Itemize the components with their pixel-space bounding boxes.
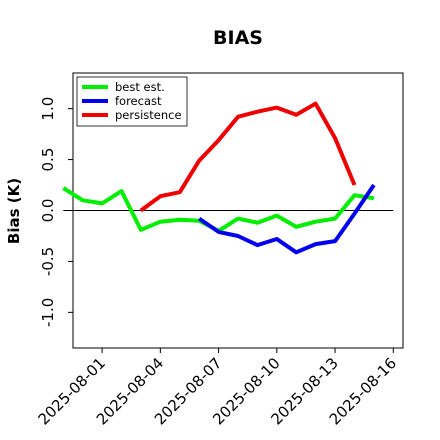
x-axis: 2025-08-012025-08-042025-08-072025-08-10… bbox=[35, 348, 400, 428]
series-line-persistence bbox=[139, 101, 357, 213]
y-tick-label: -0.5 bbox=[39, 247, 57, 276]
y-tick-label: 0.0 bbox=[39, 199, 57, 223]
y-tick-label: 0.5 bbox=[39, 148, 57, 172]
legend-label-forecast: forecast bbox=[115, 94, 162, 108]
series-line-forecast bbox=[198, 183, 376, 255]
y-tick-label: 1.0 bbox=[39, 97, 57, 121]
chart-title: BIAS bbox=[213, 27, 263, 49]
series-layer bbox=[62, 101, 376, 255]
y-axis-label: Bias (K) bbox=[5, 178, 23, 244]
legend-label-best-est: best est. bbox=[115, 80, 165, 94]
y-tick-label: -1.0 bbox=[39, 298, 57, 327]
y-axis: -1.0 -0.5 0.0 0.5 1.0 bbox=[39, 97, 73, 327]
legend-label-persistence: persistence bbox=[115, 108, 182, 122]
